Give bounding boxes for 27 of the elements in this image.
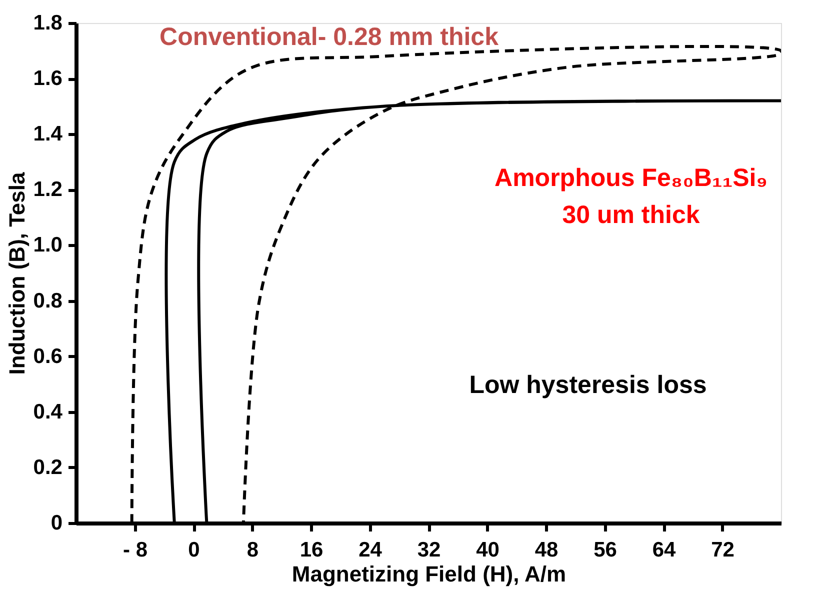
annotation: Amorphous Fe₈₀B₁₁Si₉ xyxy=(494,164,768,192)
x-tick-label: 56 xyxy=(594,538,617,562)
y-tick-label: 0 xyxy=(50,512,62,534)
y-tick-label: 0.6 xyxy=(33,344,62,368)
y-axis-title: Induction (B), Tesla xyxy=(4,172,30,375)
y-tick-label: 1.0 xyxy=(33,234,62,257)
x-tick-label: 48 xyxy=(534,538,558,562)
x-tick-label: 24 xyxy=(358,538,382,562)
y-tick-label: 1.6 xyxy=(33,67,62,90)
x-tick-label: 64 xyxy=(652,538,676,562)
x-tick-label: 40 xyxy=(476,538,500,562)
y-tick-label: 0.2 xyxy=(33,456,62,479)
y-tick-label: 0.4 xyxy=(33,400,63,424)
x-tick-label: 16 xyxy=(300,538,324,562)
x-axis-title: Magnetizing Field (H), A/m xyxy=(292,562,566,586)
x-tick-label: 32 xyxy=(417,538,441,562)
x-tick-label: 0 xyxy=(188,538,200,562)
x-tick-label: 8 xyxy=(246,538,259,562)
annotation: 30 um thick xyxy=(562,201,700,229)
y-tick-label: 1.8 xyxy=(33,12,63,34)
annotation: Low hysteresis loss xyxy=(469,371,707,399)
x-tick-label: 72 xyxy=(711,538,734,562)
y-tick-label: 1.2 xyxy=(33,178,62,202)
y-tick-label: 1.4 xyxy=(33,122,63,146)
annotation: Conventional- 0.28 mm thick xyxy=(160,23,499,51)
x-tick-label: - 8 xyxy=(122,538,148,562)
y-tick-label: 0.8 xyxy=(33,289,63,312)
